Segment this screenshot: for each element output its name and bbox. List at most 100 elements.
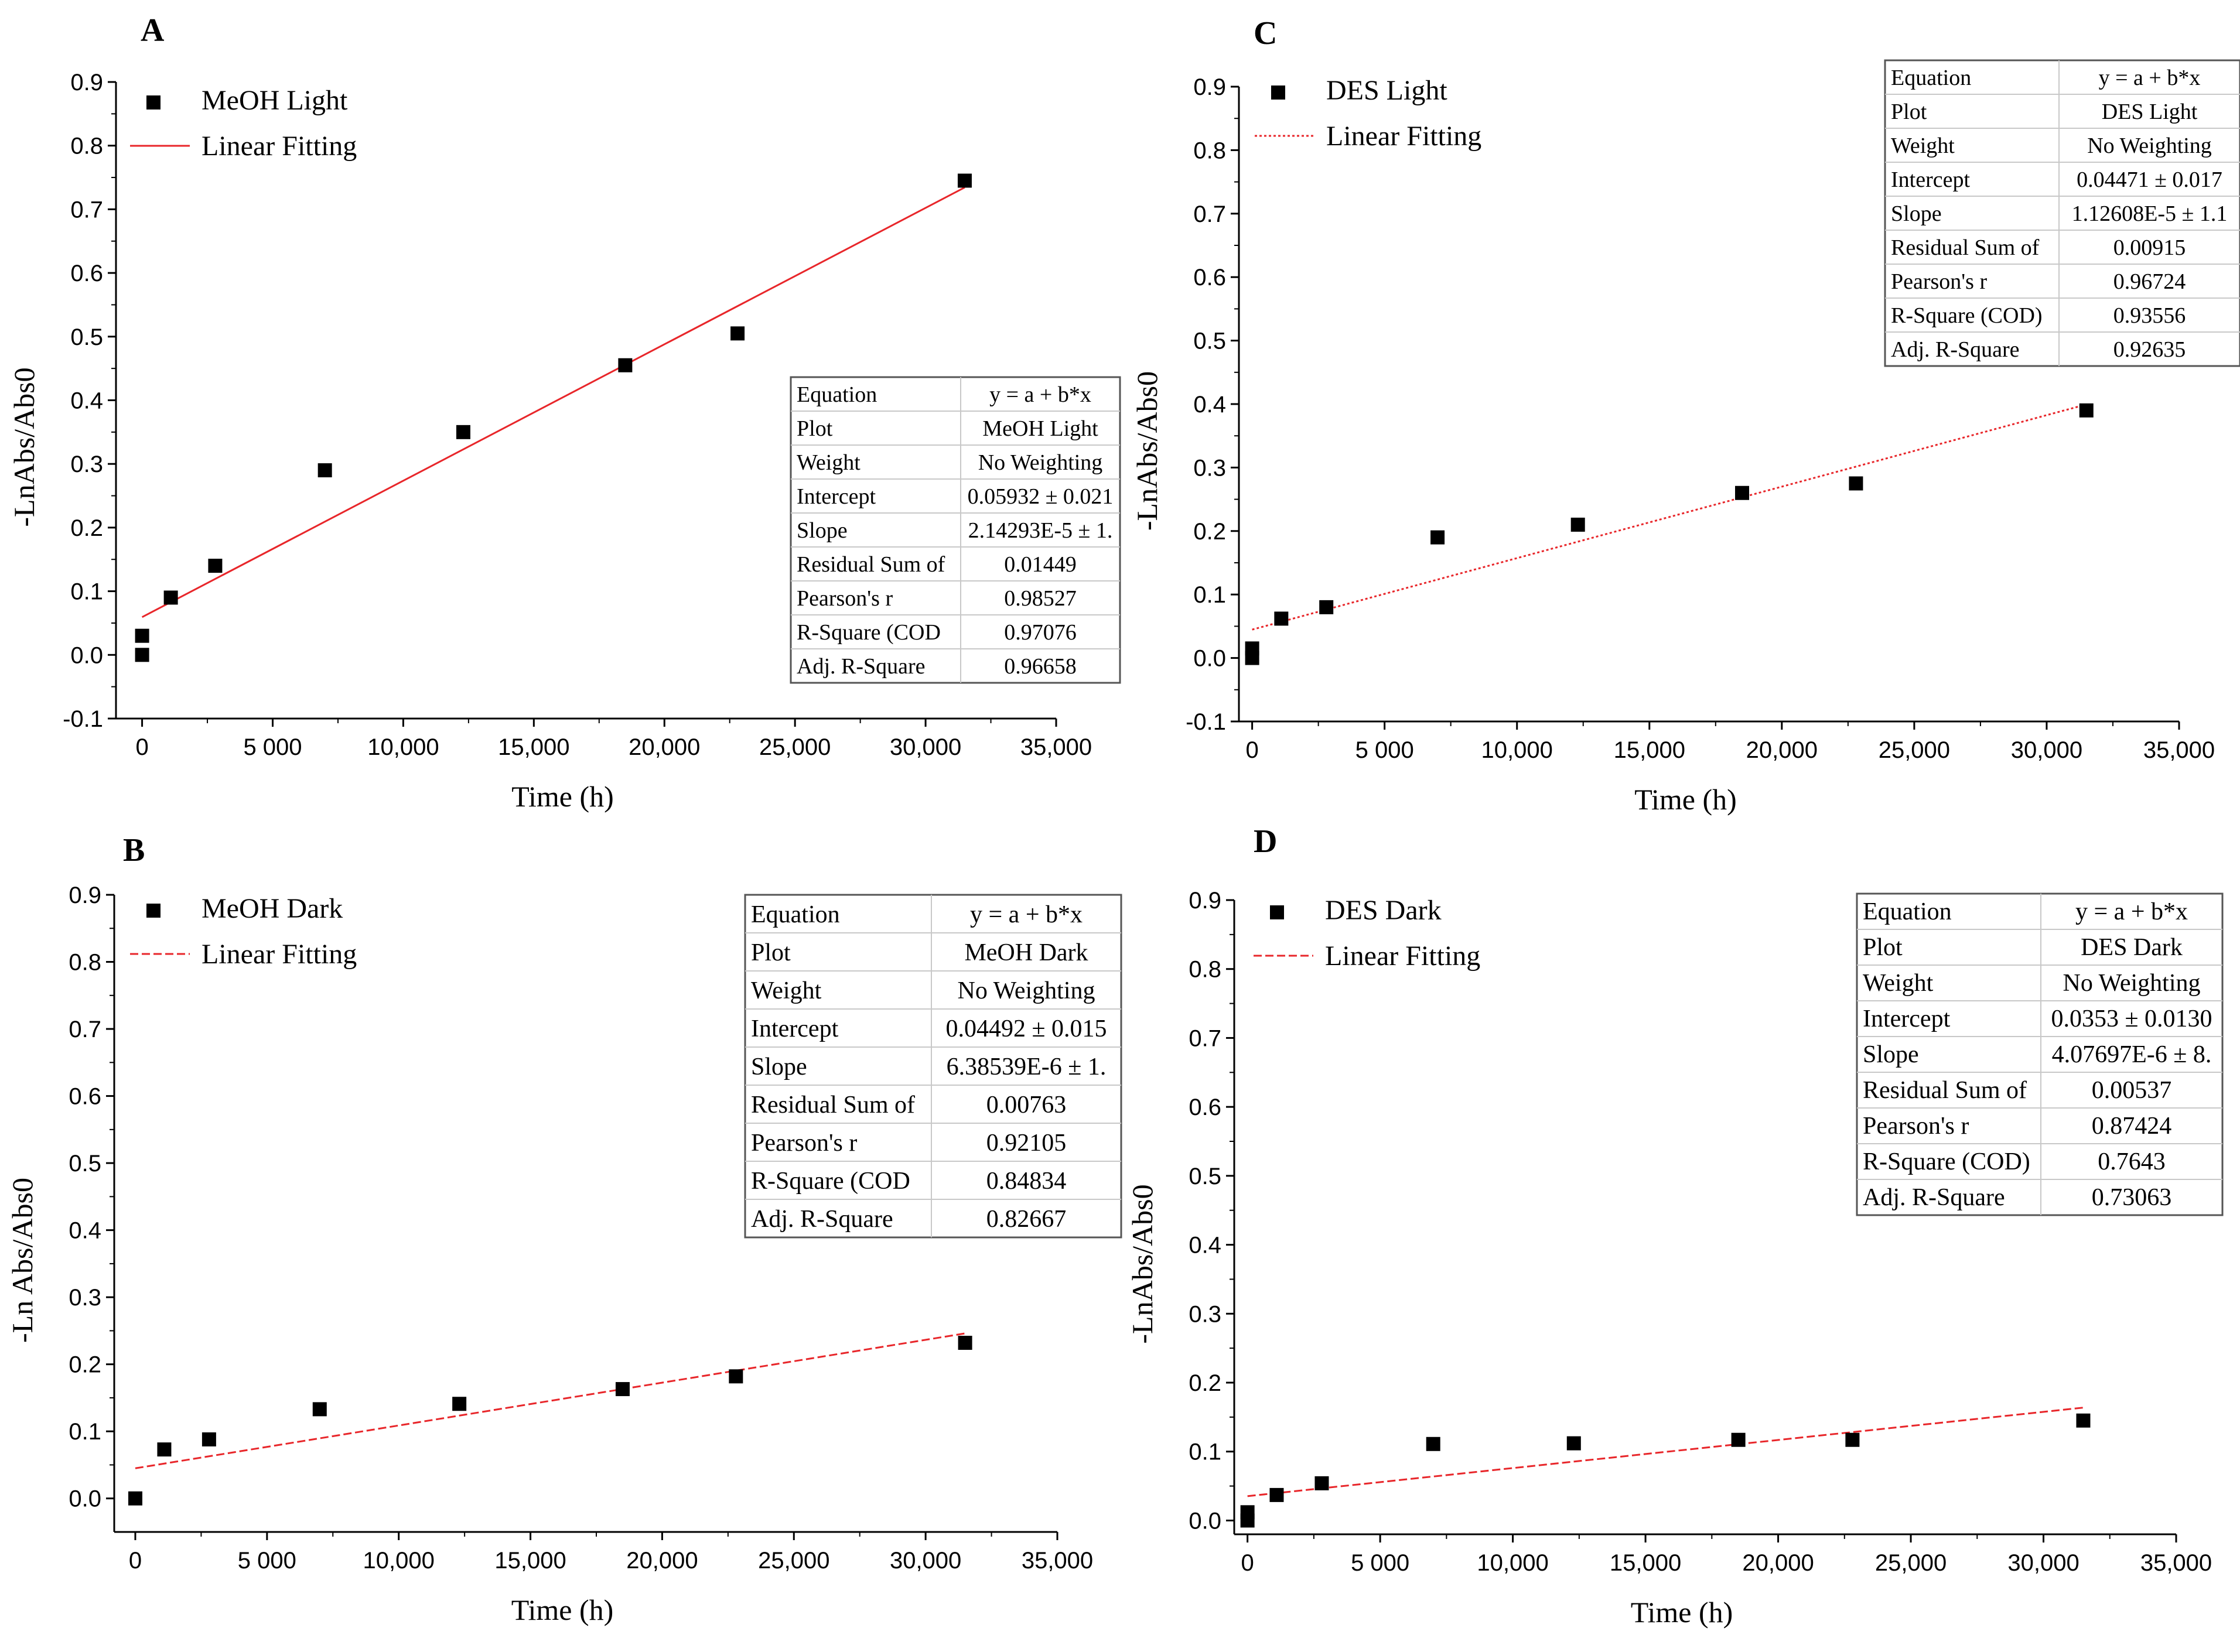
x-tick-label: 30,000 [890,734,961,760]
data-point [312,1402,327,1417]
data-point [135,648,149,662]
x-tick-label: 5 000 [238,1548,296,1574]
stats-key: Slope [797,518,848,543]
data-point [128,1491,142,1506]
stats-value: 0.04492 ± 0.015 [945,1015,1107,1042]
stats-key: Adj. R-Square [751,1206,893,1233]
x-tick-label: 30,000 [890,1548,961,1574]
y-tick-label: 0.1 [1189,1439,1221,1465]
x-tick-label: 5 000 [243,734,302,760]
stats-value: 0.98527 [1004,586,1077,611]
x-tick-label: 20,000 [1742,1550,1814,1576]
legend-series-label: MeOH Light [202,85,348,116]
data-point [317,463,332,478]
stats-key: R-Square (COD [797,620,941,645]
stats-value: 0.96658 [1004,654,1077,679]
stats-key: Intercept [1891,167,1970,192]
y-tick-label: 0.3 [70,452,103,477]
y-tick-label: 0.2 [70,515,103,541]
y-tick-label: 0.5 [70,324,103,350]
y-tick-label: 0.9 [1193,74,1226,100]
stats-value: MeOH Light [982,416,1098,441]
stats-value: 0.00763 [986,1092,1067,1119]
y-tick-label: 0.5 [1193,329,1226,354]
stats-value: 0.00537 [2092,1077,2172,1104]
legend-fit-label: Linear Fitting [1325,940,1480,972]
panel-letter: A [141,12,165,49]
stats-value: 0.73063 [2092,1184,2172,1211]
fit-line [135,1332,965,1469]
stats-key: Weight [1863,970,1934,997]
x-tick-label: 10,000 [1481,737,1553,763]
stats-value: 0.93556 [2113,303,2186,328]
stats-key: Residual Sum of [797,552,945,577]
y-axis-title: -LnAbs/Abs0 [1126,1184,1159,1343]
y-tick-label: 0.0 [1189,1508,1221,1534]
x-tick-label: 35,000 [2143,737,2215,763]
stats-key: Slope [1863,1041,1919,1068]
y-axis-title: -Ln Abs/Abs0 [6,1178,39,1343]
x-tick-label: 30,000 [2007,1550,2079,1576]
legend-marker [146,904,161,918]
x-tick-label: 0 [135,734,148,760]
stats-value: No Weighting [958,977,1095,1004]
data-point [1314,1476,1329,1490]
x-tick-label: 20,000 [1746,737,1818,763]
y-tick-label: 0.1 [69,1419,101,1445]
stats-value: 0.92105 [986,1130,1067,1157]
data-point [729,1369,743,1384]
legend-series-label: DES Light [1326,75,1447,106]
legend-marker [1271,85,1285,100]
y-tick-label: 0.6 [1189,1095,1221,1120]
data-point [157,1442,172,1457]
fit-line [1247,1407,2084,1497]
y-tick-label: 0.2 [1193,519,1226,545]
stats-value: 0.05932 ± 0.021 [968,484,1114,509]
legend-fit-label: Linear Fitting [202,131,357,162]
data-point [2079,403,2094,418]
x-tick-label: 10,000 [1477,1550,1548,1576]
stats-value: 2.14293E-5 ± 1. [968,518,1113,543]
x-tick-label: 15,000 [494,1548,566,1574]
y-tick-label: 0.8 [70,134,103,159]
chart-panel-b: B 0.0 0.1 0.2 0.3 0.4 0.5 0.6 0.7 0.8 0.9 0 5 000 10,… [6,832,1122,1626]
chart-panel-c: C -0.1 0.0 0.1 0.2 0.3 0.4 0.5 0.6 0.7 0.8 0.9 0 5 00… [1131,15,2240,816]
stats-value: 0.82667 [986,1206,1067,1233]
y-axis-title: -LnAbs/Abs0 [1131,371,1163,531]
stats-key: Pearson's r [1863,1113,1969,1140]
stats-table: Equation y = a + b*x Plot MeOH Dark Weight No… [744,894,1122,1239]
x-tick-label: 20,000 [629,734,700,760]
y-tick-label: 0.3 [69,1285,101,1311]
stats-value: 0.01449 [1004,552,1077,577]
data-point [1245,641,1259,656]
data-point [1731,1432,1746,1447]
y-tick-label: 0.4 [69,1218,101,1244]
fit-line [141,186,965,618]
stats-key: Weight [1891,134,1955,158]
stats-table-border [1884,59,2240,367]
x-tick-label: 15,000 [1610,1550,1681,1576]
y-tick-label: 0.9 [69,883,101,908]
y-tick-label: -0.1 [63,706,103,732]
stats-key: Intercept [1863,1005,1951,1032]
data-point [456,425,470,439]
data-point [615,1382,630,1397]
data-point [1845,1432,1860,1447]
y-tick-label: 0.9 [1189,888,1221,914]
y-tick-label: 0.6 [70,261,103,286]
stats-value: y = a + b*x [2099,66,2201,90]
x-tick-label: 10,000 [367,734,439,760]
stats-table-border [790,376,1121,684]
y-tick-label: 0.9 [70,70,103,95]
data-point [1849,476,1863,491]
panel-letter: D [1254,823,1277,860]
x-tick-label: 30,000 [2011,737,2082,763]
stats-key: Plot [1891,100,1927,124]
legend-marker [146,95,161,110]
stats-value: 4.07697E-6 ± 8. [2052,1041,2212,1068]
y-tick-label: 0.2 [69,1352,101,1378]
stats-key: Equation [1863,898,1952,925]
data-point [1319,600,1334,614]
legend-series-label: MeOH Dark [202,893,343,924]
legend-fit-label: Linear Fitting [1326,121,1481,152]
